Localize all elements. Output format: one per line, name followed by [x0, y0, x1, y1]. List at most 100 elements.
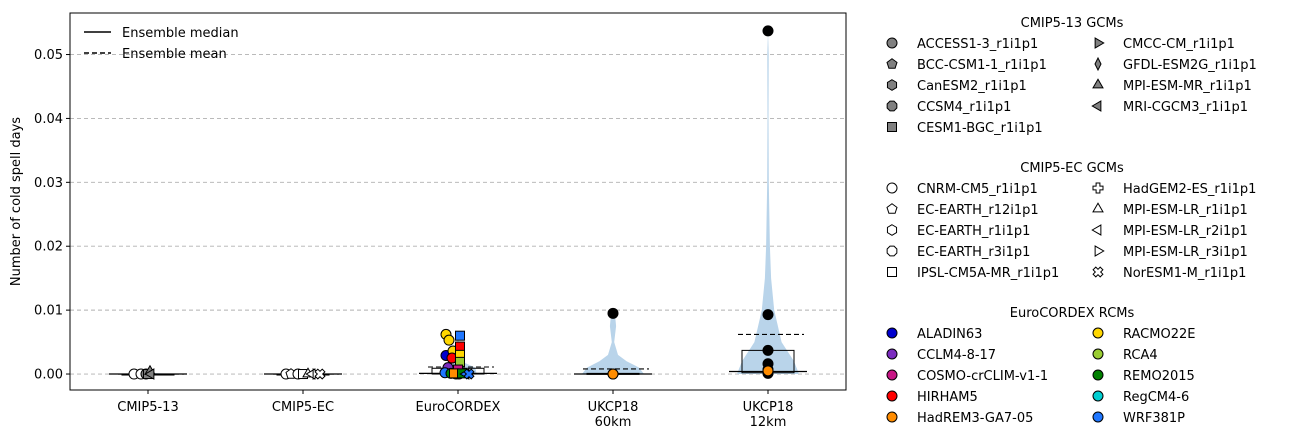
legend-marker-shape — [887, 267, 897, 277]
x-tick-label: UKCP18 — [588, 400, 639, 415]
legend-entry-label: MPI-ESM-LR_r1i1p1 — [1123, 203, 1248, 218]
legend-marker — [886, 79, 898, 91]
legend-marker-rot — [1092, 266, 1104, 278]
data-point-rot — [314, 368, 326, 380]
legend-marker — [886, 245, 898, 257]
data-point-shape — [762, 25, 774, 37]
legend-group-title: CMIP5-13 GCMs — [1021, 16, 1124, 31]
legend-entry-label: ALADIN63 — [917, 327, 982, 342]
legend-marker-shape — [1092, 182, 1104, 194]
legend-entry-label: MPI-ESM-MR_r1i1p1 — [1123, 79, 1252, 94]
y-axis-label: Number of cold spell days — [9, 117, 24, 286]
data-point — [443, 334, 455, 346]
data-point — [463, 368, 475, 380]
legend-marker-shape — [1091, 224, 1102, 236]
data-point — [762, 344, 774, 356]
data-point-shape — [144, 368, 155, 380]
legend-marker-shape — [1092, 266, 1104, 278]
legend-marker — [1092, 369, 1104, 381]
data-point-shape — [455, 341, 465, 352]
legend-entry-label: ACCESS1-3_r1i1p1 — [917, 37, 1038, 52]
legend-entry-label: IPSL-CM5A-MR_r1i1p1 — [917, 266, 1059, 281]
legend-entry-label: REMO2015 — [1123, 369, 1195, 384]
legend-entry-label: COSMO-crCLIM-v1-1 — [917, 369, 1048, 384]
legend-marker — [1094, 245, 1105, 257]
legend-entry-label: MPI-ESM-LR_r2i1p1 — [1123, 224, 1248, 239]
legend-entry-label: CNRM-CM5_r1i1p1 — [917, 182, 1038, 197]
ensemble-legend: Ensemble median Ensemble mean — [84, 26, 239, 62]
legend-marker-shape — [886, 224, 898, 236]
data-point-shape — [455, 330, 465, 341]
legend-marker — [886, 327, 898, 339]
y-tick-label: 0.04 — [34, 112, 63, 127]
data-point-shape — [762, 365, 774, 377]
legend-marker-shape — [886, 327, 898, 339]
legend-marker — [886, 348, 898, 360]
legend-marker — [1092, 327, 1104, 339]
legend-entry-label: CCLM4-8-17 — [917, 348, 996, 363]
legend-entry-label: NorESM1-M_r1i1p1 — [1123, 266, 1246, 281]
x-tick-label: 12km — [750, 415, 787, 430]
legend-marker-shape — [1092, 390, 1104, 402]
legend-label: Ensemble mean — [122, 47, 227, 62]
legend-marker — [1092, 78, 1104, 89]
legend-marker — [887, 267, 897, 277]
violin-shape — [582, 313, 644, 374]
legend-group: EuroCORDEX RCMs ALADIN63 CCLM4-8-17 COSMO-c… — [886, 306, 1195, 426]
legend-entry-label: EC-EARTH_r1i1p1 — [917, 224, 1030, 239]
legend-entry-label: BCC-CSM1-1_r1i1p1 — [917, 58, 1047, 73]
legend-group-title: EuroCORDEX RCMs — [1010, 306, 1135, 321]
x-tick-label: CMIP5-EC — [272, 400, 334, 415]
y-tick-label: 0.01 — [34, 304, 63, 319]
legend-marker-shape — [1094, 56, 1102, 72]
legend-entry-label: CanESM2_r1i1p1 — [917, 79, 1027, 94]
y-tick-label: 0.03 — [34, 176, 63, 191]
legend-marker — [1091, 224, 1102, 236]
legend-marker-shape — [886, 58, 898, 69]
legend-marker — [1094, 56, 1102, 72]
data-point — [762, 309, 774, 321]
legend-marker-shape — [886, 390, 898, 402]
data-point — [762, 365, 774, 377]
legend-marker-shape — [1092, 369, 1104, 381]
legend-marker — [886, 224, 898, 236]
data-point — [455, 330, 465, 341]
x-tick-label: EuroCORDEX — [416, 400, 501, 415]
legend-marker-shape — [1092, 327, 1104, 339]
legend-marker — [1091, 100, 1102, 112]
data-point-shape — [607, 307, 619, 319]
data-point-shape — [314, 368, 326, 380]
legend-marker — [1094, 37, 1105, 49]
legend-marker — [886, 203, 898, 214]
data-point-shape — [607, 368, 619, 380]
legend-marker-shape — [886, 79, 898, 91]
legend-marker-shape — [886, 203, 898, 214]
legend-marker — [887, 122, 897, 132]
legend-entry-label: MRI-CGCM3_r1i1p1 — [1123, 100, 1248, 115]
legend-entry-label: WRF381P — [1123, 411, 1185, 426]
legend-marker — [1092, 202, 1104, 213]
legend-marker-shape — [886, 369, 898, 381]
legend-marker-shape — [886, 348, 898, 360]
legend-group-title: CMIP5-EC GCMs — [1020, 161, 1124, 176]
legend-marker — [886, 100, 898, 112]
legend-marker — [886, 369, 898, 381]
legend-group: CMIP5-EC GCMs CNRM-CM5_r1i1p1 EC-EARTH_r12… — [886, 161, 1256, 281]
legend-entry-label: EC-EARTH_r3i1p1 — [917, 245, 1030, 260]
legend-marker-shape — [1091, 100, 1102, 112]
legend-entry-label: CCSM4_r1i1p1 — [917, 100, 1011, 115]
legend-marker — [886, 390, 898, 402]
data-point — [607, 368, 619, 380]
data-point-shape — [443, 334, 455, 346]
legend-marker-shape — [886, 100, 898, 112]
legend-marker-shape — [886, 182, 898, 194]
x-tick-label: CMIP5-13 — [117, 400, 178, 415]
legend-marker — [1092, 266, 1104, 278]
legend-marker-shape — [1092, 78, 1104, 89]
data-point-shape — [762, 344, 774, 356]
legend-marker-shape — [1092, 348, 1104, 360]
y-tick-label: 0.00 — [34, 368, 63, 383]
legend-entry-label: EC-EARTH_r12i1p1 — [917, 203, 1039, 218]
legend-entry-label: HIRHAM5 — [917, 390, 978, 405]
